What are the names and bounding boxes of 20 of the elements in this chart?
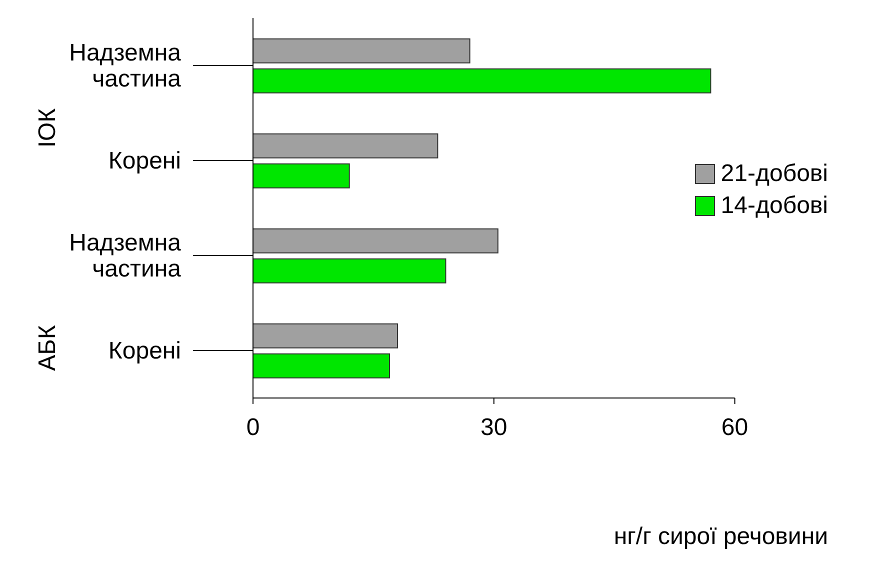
bar [253, 258, 446, 284]
bar [253, 323, 398, 348]
text: АБК [34, 325, 62, 371]
bar [253, 228, 498, 254]
y-tick-label: Надземна частина [69, 230, 182, 282]
x-tick-label: 0 [246, 414, 260, 442]
bar [253, 163, 350, 188]
bar [253, 133, 438, 158]
bar [253, 38, 470, 64]
x-axis-title: нг/г сирої речовини [614, 523, 828, 551]
y-tick-label: Корені [108, 148, 181, 174]
bar [253, 353, 390, 378]
x-tick-label: 30 [480, 414, 508, 442]
bar [253, 68, 712, 94]
x-tick-label: 60 [721, 414, 748, 442]
legend-label: 14-добові [720, 191, 828, 221]
y-tick-label: Корені [108, 338, 181, 364]
legend-label: 21-добові [720, 159, 828, 189]
y-tick-label: Надземна частина [69, 40, 182, 92]
text: ІОК [34, 108, 62, 148]
